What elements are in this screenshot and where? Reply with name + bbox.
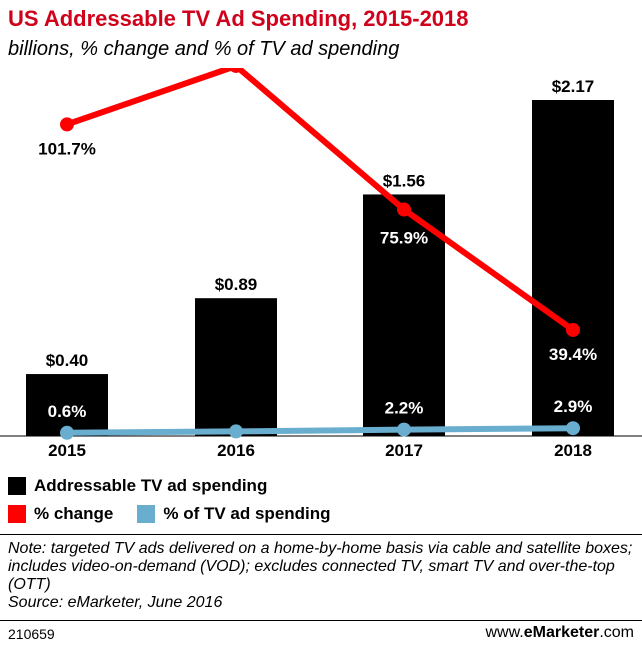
brand-suffix: .com	[599, 624, 634, 641]
share-point-2018	[566, 421, 580, 436]
brand-name: eMarketer	[523, 624, 600, 641]
legend-row-2: % change % of TV ad spending	[8, 504, 355, 524]
change-series-line	[66, 68, 575, 333]
share-series-line	[66, 425, 574, 436]
bar-value-label-2018: $2.17	[552, 77, 595, 96]
change-point-2018	[566, 322, 580, 337]
share-value-label-2016: 1.3%	[217, 400, 256, 419]
change-point-2016	[229, 68, 243, 73]
legend-bar-label: Addressable TV ad spending	[34, 476, 268, 495]
share-point-2015	[60, 425, 74, 440]
change-swatch	[8, 505, 26, 523]
bar-2015	[26, 374, 108, 436]
x-tick-label-2017: 2017	[385, 441, 423, 460]
bar-2016	[195, 298, 277, 436]
bar-2018	[532, 100, 614, 436]
note-divider	[0, 534, 642, 535]
change-point-2015	[60, 117, 74, 132]
bar-swatch	[8, 477, 26, 495]
x-tick-label-2015: 2015	[48, 441, 86, 460]
source-text: Source: eMarketer, June 2016	[8, 594, 223, 611]
share-value-label-2017: 2.2%	[385, 399, 424, 418]
bar-2017	[363, 194, 445, 436]
share-point-2016	[229, 424, 243, 439]
x-tick-label-2016: 2016	[217, 441, 255, 460]
brand-prefix: www.	[485, 624, 524, 641]
legend-change-label: % change	[34, 504, 114, 523]
legend-item-change: % change	[8, 504, 113, 524]
change-value-label-2015: 101.7%	[38, 139, 96, 158]
note-block: Note: targeted TV ads delivered on a hom…	[8, 540, 634, 612]
footer-divider	[0, 620, 642, 621]
note-text: Note: targeted TV ads delivered on a hom…	[8, 540, 633, 593]
chart-plot: $0.40 $0.89 $1.56 $2.17 2015 2016 2017 2018 101.…	[0, 68, 642, 460]
change-point-2017	[397, 202, 411, 217]
bar-value-label-2015: $0.40	[46, 351, 89, 370]
share-swatch	[137, 505, 156, 523]
chart-title: US Addressable TV Ad Spending, 2015-2018	[8, 6, 469, 31]
bar-value-label-2017: $1.56	[383, 171, 426, 190]
bar-value-label-2016: $0.89	[215, 275, 258, 294]
share-point-2017	[397, 422, 411, 437]
legend-item-share: % of TV ad spending	[137, 504, 331, 524]
change-value-label-2018: 39.4%	[549, 345, 597, 364]
brand[interactable]: www.eMarketer.com	[485, 624, 634, 642]
legend-row-1: Addressable TV ad spending	[8, 476, 267, 496]
chart-id: 210659	[8, 626, 55, 642]
x-tick-label-2018: 2018	[554, 441, 592, 460]
share-value-label-2015: 0.6%	[48, 402, 87, 421]
change-value-label-2017: 75.9%	[380, 229, 428, 248]
legend-share-label: % of TV ad spending	[163, 504, 331, 523]
chart-subtitle: billions, % change and % of TV ad spendi…	[8, 38, 400, 60]
share-value-label-2018: 2.9%	[554, 397, 593, 416]
